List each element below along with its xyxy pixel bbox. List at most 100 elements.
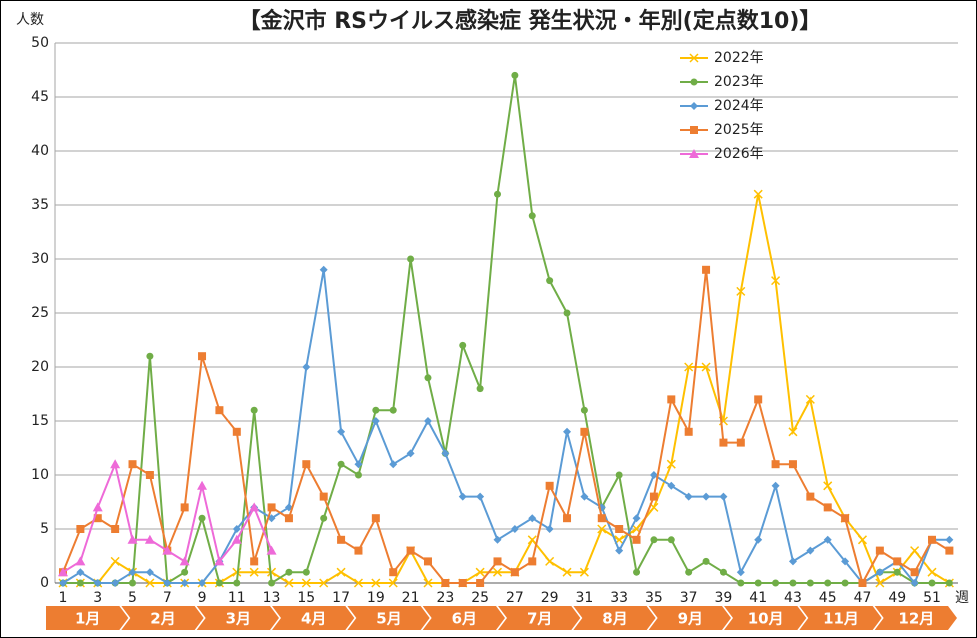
month-label: 3月	[226, 610, 251, 628]
marker	[684, 427, 693, 436]
x-tick-label: 21	[402, 590, 420, 606]
marker	[441, 579, 450, 587]
marker	[928, 535, 936, 544]
marker	[145, 568, 154, 577]
marker	[354, 460, 363, 469]
x-tick-label: 5	[128, 590, 137, 606]
marker	[736, 568, 745, 577]
month-chevron	[799, 606, 882, 630]
month-chevron	[724, 606, 807, 630]
marker	[319, 492, 328, 501]
marker	[93, 514, 102, 523]
marker	[632, 514, 641, 523]
x-tick-label: 7	[163, 590, 172, 606]
month-chevron	[121, 606, 204, 630]
y-tick-label: 25	[31, 305, 49, 321]
marker	[928, 579, 936, 587]
marker	[806, 546, 815, 555]
y-tick-label: 35	[31, 197, 49, 213]
marker	[198, 352, 207, 361]
marker	[546, 277, 554, 285]
month-chevron	[422, 606, 505, 630]
marker	[805, 394, 815, 404]
marker	[650, 536, 658, 544]
marker	[893, 557, 902, 566]
marker	[667, 536, 675, 544]
marker	[493, 535, 502, 544]
marker	[823, 535, 832, 544]
marker	[857, 535, 868, 545]
marker	[371, 417, 380, 425]
marker	[423, 578, 433, 588]
marker	[580, 492, 589, 501]
marker	[702, 492, 711, 501]
marker	[545, 481, 554, 490]
marker	[579, 567, 589, 577]
marker	[788, 427, 798, 437]
marker	[823, 481, 833, 491]
marker	[231, 534, 242, 544]
marker	[215, 579, 223, 587]
marker	[667, 395, 676, 404]
marker	[511, 71, 519, 79]
y-tick-label: 30	[31, 251, 49, 267]
chart-title: 【金沢市 RSウイルス感染症 発生状況・年別(定点数10)】	[239, 8, 822, 34]
month-chevron	[874, 606, 957, 630]
marker	[701, 362, 711, 372]
marker	[910, 568, 919, 577]
marker	[144, 534, 155, 544]
marker	[424, 374, 432, 382]
month-label: 4月	[301, 610, 326, 628]
marker	[494, 190, 501, 198]
marker	[476, 579, 485, 587]
marker	[563, 309, 571, 317]
marker	[649, 471, 658, 479]
marker	[214, 556, 225, 566]
marker	[689, 149, 699, 158]
y-axis-label: 人数	[16, 12, 44, 28]
marker	[633, 568, 641, 576]
month-label: 12月	[898, 610, 934, 628]
marker	[910, 546, 920, 556]
x-tick-label: 39	[715, 590, 733, 606]
month-label: 11月	[823, 610, 859, 628]
marker	[771, 460, 780, 469]
marker	[92, 502, 103, 512]
marker	[337, 460, 345, 468]
marker	[893, 568, 901, 576]
marker	[945, 535, 954, 544]
marker	[702, 265, 711, 274]
marker	[371, 578, 381, 588]
y-tick-label: 15	[31, 413, 49, 429]
marker	[789, 579, 797, 587]
month-chevron	[272, 606, 355, 630]
marker	[690, 78, 698, 86]
marker	[250, 406, 258, 414]
marker	[927, 567, 937, 577]
marker	[76, 568, 85, 577]
marker	[580, 427, 589, 436]
x-tick-label: 23	[436, 590, 454, 606]
legend-label: 2026年	[714, 146, 764, 162]
marker	[110, 459, 121, 469]
x-tick-label: 25	[471, 590, 489, 606]
x-tick-label: 47	[854, 590, 872, 606]
marker	[389, 406, 397, 414]
marker	[319, 578, 329, 588]
y-tick-label: 5	[40, 521, 49, 537]
marker	[93, 579, 102, 587]
marker	[545, 556, 555, 566]
series-line	[62, 269, 950, 585]
marker	[841, 514, 850, 523]
y-tick-label: 10	[31, 467, 49, 483]
marker	[562, 567, 572, 577]
marker	[476, 385, 484, 393]
marker	[528, 557, 537, 566]
x-tick-label: 15	[297, 590, 315, 606]
marker	[162, 545, 173, 555]
marker	[685, 568, 693, 576]
marker	[493, 557, 502, 566]
marker	[198, 579, 207, 587]
marker	[406, 546, 415, 555]
